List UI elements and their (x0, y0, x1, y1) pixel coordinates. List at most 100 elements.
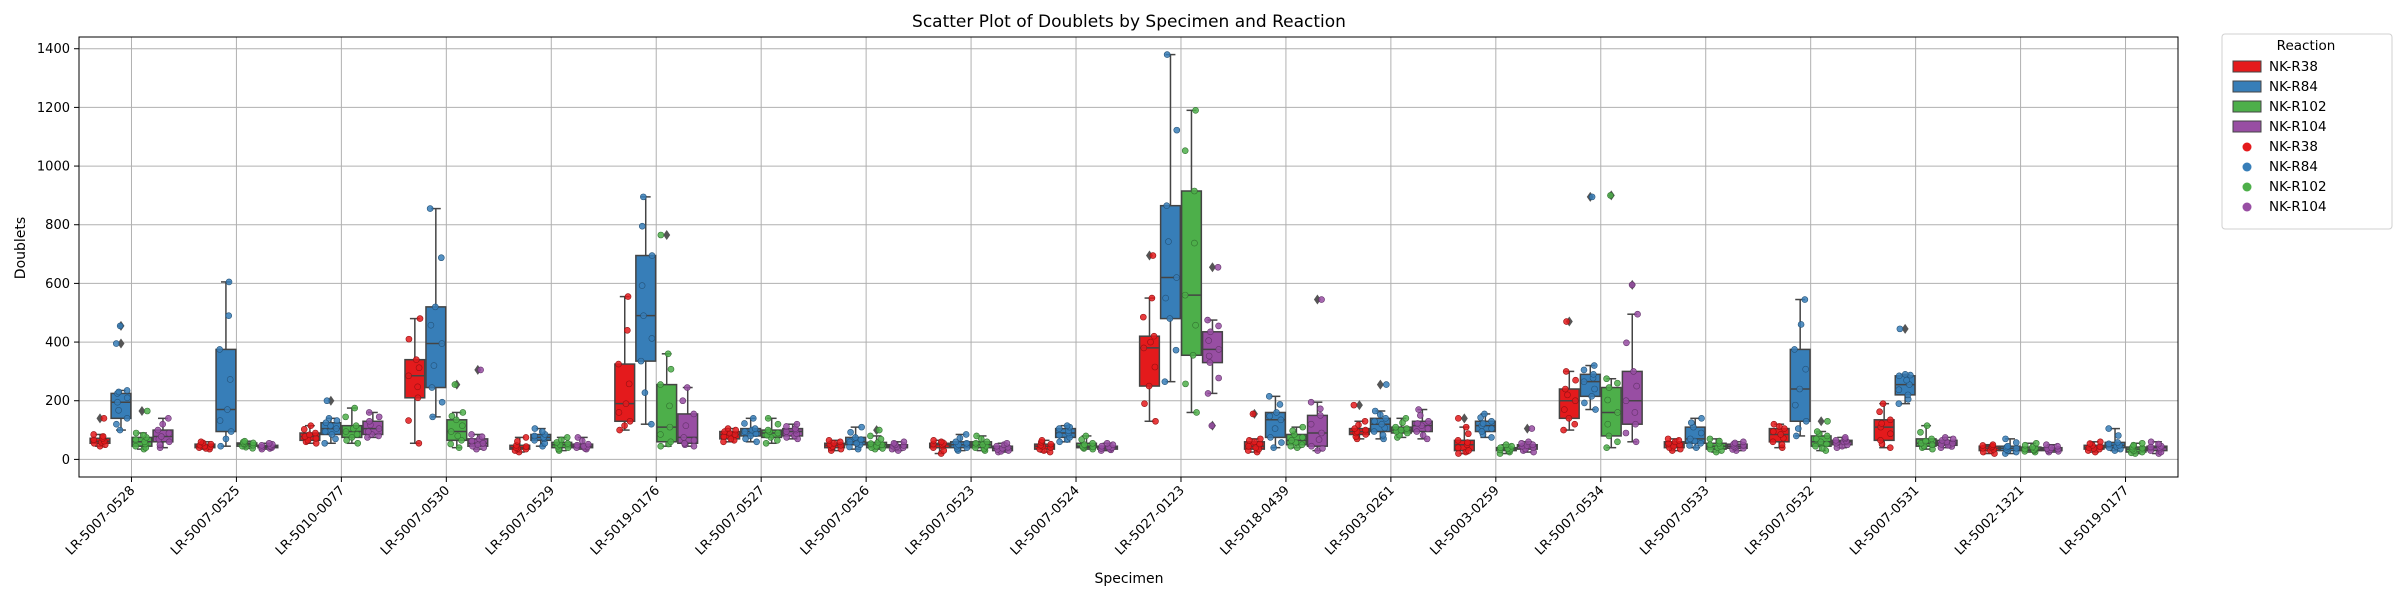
data-point (1257, 435, 1264, 443)
data-point (1488, 425, 1495, 432)
data-point (830, 439, 838, 447)
data-point (115, 388, 123, 396)
data-point (438, 254, 445, 262)
y-tick-label: 1000 (37, 160, 70, 175)
data-point (930, 437, 937, 444)
outlier-marker (96, 413, 104, 424)
data-point (1813, 428, 1821, 435)
data-point (657, 431, 664, 438)
data-point (1315, 436, 1323, 443)
data-point (1591, 385, 1598, 393)
data-point (622, 400, 630, 407)
data-point (1603, 375, 1610, 383)
data-point (1793, 432, 1800, 440)
data-point (197, 438, 205, 446)
data-point (112, 340, 120, 347)
data-point (1078, 436, 1086, 443)
data-point (793, 420, 801, 428)
data-point (249, 439, 257, 447)
x-tick-label: LR-5010-0077 (273, 483, 348, 558)
data-point (1289, 427, 1296, 435)
data-point (741, 420, 748, 427)
data-point (2004, 442, 2011, 450)
x-tick-label: LR-5007-0529 (483, 483, 558, 558)
data-point (1675, 437, 1683, 444)
data-point (448, 412, 456, 420)
data-point (1414, 420, 1421, 427)
data-point (1403, 425, 1411, 432)
data-point (1215, 374, 1222, 382)
data-point (1502, 441, 1510, 449)
outlier-marker (1523, 423, 1531, 434)
data-point (468, 431, 475, 438)
data-point (1370, 428, 1378, 435)
data-point (478, 433, 486, 440)
data-point (1355, 421, 1362, 429)
legend-label: NK-R104 (2269, 199, 2327, 215)
data-point (1271, 425, 1279, 432)
outlier-marker (1355, 400, 1363, 411)
data-point (132, 442, 139, 450)
data-point (116, 426, 124, 434)
data-point (983, 438, 991, 446)
data-point (522, 443, 530, 450)
x-tick-label: LR-5003-0261 (1323, 483, 1398, 558)
data-point (1887, 430, 1894, 438)
data-point (1634, 310, 1641, 318)
data-point (116, 322, 124, 330)
data-point (1462, 423, 1470, 431)
data-point (956, 434, 964, 442)
data-point (1572, 376, 1579, 384)
legend-label: NK-R38 (2269, 59, 2318, 75)
y-axis-label: Doublets (13, 217, 29, 279)
data-point (2155, 440, 2162, 448)
data-point (123, 387, 131, 394)
data-point (1580, 378, 1588, 385)
data-point (143, 407, 151, 415)
data-point (1563, 318, 1570, 325)
data-point (1508, 442, 1515, 450)
data-point (342, 413, 349, 421)
data-point (1581, 399, 1588, 407)
data-point (1796, 385, 1803, 393)
data-point (1382, 415, 1389, 422)
data-point (1791, 401, 1799, 409)
x-tick-label: LR-5003-0259 (1427, 483, 1502, 558)
data-point (1371, 407, 1379, 415)
data-point (154, 426, 162, 434)
axes: 0 200 400 600 800 1000 1200 1400 LR-5007-0528 LR-… (37, 36, 2179, 558)
data-point (683, 384, 691, 391)
data-point (1886, 444, 1894, 451)
y-tick-label: 1200 (37, 101, 70, 116)
data-point (1778, 441, 1786, 449)
data-point (900, 438, 908, 446)
chart-title: Scatter Plot of Doublets by Specimen and… (912, 12, 1346, 32)
data-point (1794, 425, 1802, 432)
data-point (1588, 193, 1596, 201)
data-point (1604, 396, 1611, 404)
data-point (1740, 438, 1747, 446)
data-point (1562, 368, 1570, 375)
data-point (764, 415, 772, 422)
data-point (1633, 382, 1640, 390)
data-point (1630, 368, 1637, 375)
data-point (447, 440, 454, 448)
data-point (741, 428, 749, 435)
x-tick-label: LR-5019-0176 (588, 483, 663, 558)
data-point (479, 439, 487, 447)
data-point (867, 440, 875, 447)
data-point (1706, 441, 1714, 449)
data-point (216, 346, 223, 353)
data-point (1561, 406, 1568, 413)
data-point (1376, 411, 1384, 418)
data-point (1562, 385, 1569, 393)
data-point (428, 384, 436, 391)
legend-box-swatch (2232, 100, 2262, 113)
data-point (1163, 202, 1170, 209)
data-point (574, 434, 582, 441)
data-point (241, 437, 249, 445)
data-point (405, 335, 413, 343)
data-point (1770, 420, 1778, 428)
data-point (1204, 390, 1212, 397)
data-point (1103, 439, 1111, 447)
